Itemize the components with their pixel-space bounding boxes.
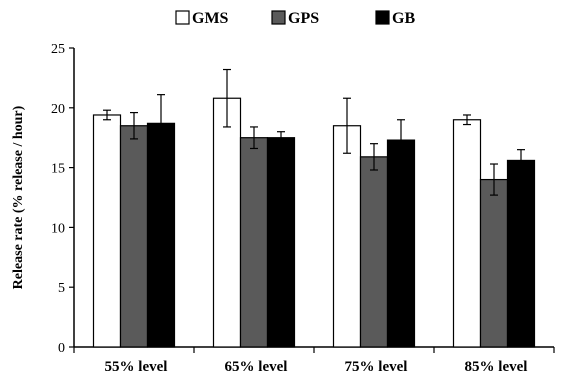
- labels: 0 5 10 15 20 25 Release rate (% release / hour…: [11, 42, 527, 375]
- x-category-label: 55% level: [105, 359, 168, 375]
- legend-swatch-gms: [175, 10, 190, 25]
- bar-gps-2: [239, 137, 269, 348]
- legend-swatch-gb: [375, 10, 390, 25]
- y-tick-label: 10: [51, 221, 65, 236]
- bar-gps-4: [479, 178, 509, 348]
- error-bars: [103, 68, 525, 196]
- bar-gb-2: [266, 137, 296, 348]
- y-tick-label: 20: [51, 102, 65, 117]
- bar-gms-3: [332, 125, 362, 348]
- bar-gb-1: [146, 122, 176, 348]
- y-tick-label: 5: [58, 281, 65, 296]
- bar-gms-2: [212, 97, 242, 348]
- legend-swatch-gps: [271, 10, 286, 25]
- bar-gb-4: [506, 159, 536, 348]
- legend-label-gps: GPS: [288, 10, 319, 27]
- bar-gb-3: [386, 139, 416, 348]
- y-tick-label: 0: [58, 341, 65, 356]
- y-tick-label: 15: [51, 162, 65, 177]
- bar-gps-1: [119, 125, 149, 348]
- legend-label-gb: GB: [392, 10, 415, 27]
- bar-gms-1: [92, 114, 122, 348]
- bar-gms-4: [452, 119, 482, 348]
- y-tick-label: 25: [51, 42, 65, 57]
- x-category-label: 65% level: [225, 359, 288, 375]
- y-axis-label: Release rate (% release / hour): [11, 105, 26, 289]
- legend: GMS GPS GB: [175, 10, 415, 27]
- bar-gps-3: [359, 156, 389, 348]
- x-category-label: 75% level: [345, 359, 408, 375]
- x-category-label: 85% level: [465, 359, 528, 375]
- bars: [92, 97, 536, 348]
- legend-label-gms: GMS: [192, 10, 229, 27]
